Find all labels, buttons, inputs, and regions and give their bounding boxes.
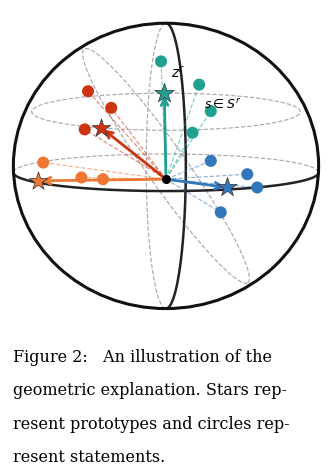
Point [245, 171, 250, 178]
Point [208, 108, 213, 115]
Point [158, 58, 164, 65]
Text: resent prototypes and circles rep-: resent prototypes and circles rep- [13, 416, 290, 433]
Point [99, 124, 104, 132]
Point [41, 159, 46, 166]
Point [255, 184, 260, 191]
Text: Figure 2:   An illustration of the: Figure 2: An illustration of the [13, 349, 272, 366]
Point [208, 157, 213, 165]
Point [36, 177, 41, 185]
Point [197, 81, 202, 89]
Text: geometric explanation. Stars rep-: geometric explanation. Stars rep- [13, 382, 287, 399]
Point [79, 174, 84, 182]
Point [109, 104, 114, 112]
Text: resent statements.: resent statements. [13, 449, 166, 466]
Text: $s \in S^r$: $s \in S^r$ [204, 97, 241, 112]
Point [100, 175, 106, 183]
Point [218, 209, 223, 216]
Point [225, 184, 230, 191]
Point [82, 126, 87, 133]
Text: $z^r$: $z^r$ [171, 65, 186, 82]
Point [85, 88, 91, 95]
Point [162, 89, 167, 97]
Point [190, 129, 195, 137]
